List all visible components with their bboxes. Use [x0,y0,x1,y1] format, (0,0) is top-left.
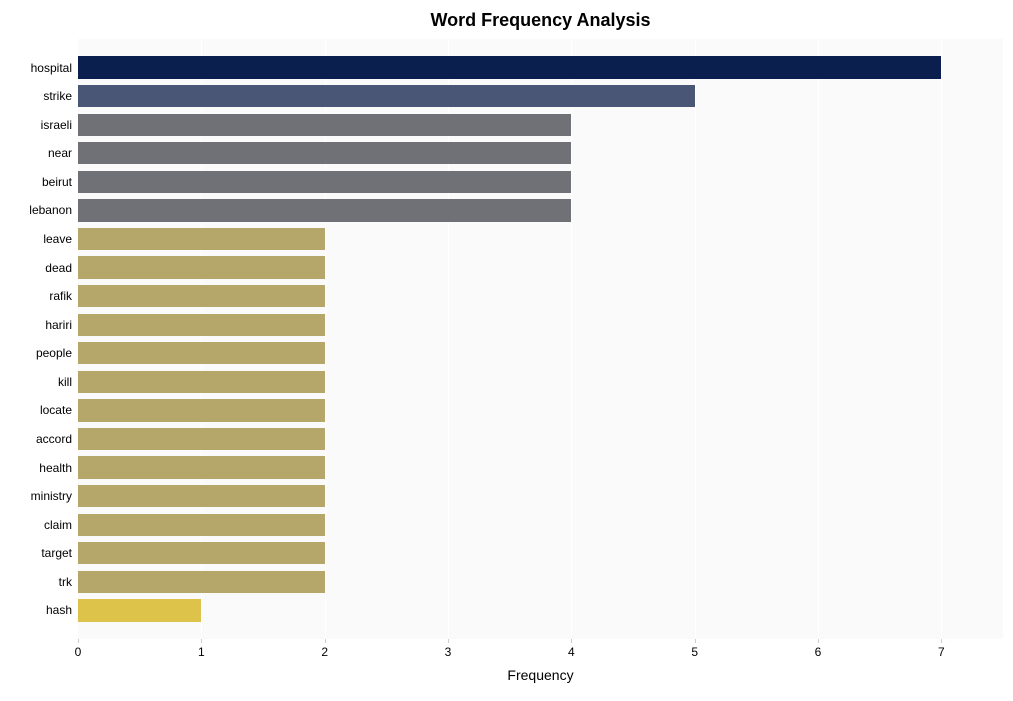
x-axis-tick-mark [78,639,79,643]
chart-title: Word Frequency Analysis [78,10,1003,31]
bar [78,371,325,393]
y-axis-label: leave [43,232,78,246]
bar [78,399,325,421]
y-axis-label: locate [40,403,78,417]
x-axis-tick-mark [695,639,696,643]
bar [78,542,325,564]
gridline [695,39,696,639]
bar [78,571,325,593]
bar [78,256,325,278]
bar [78,456,325,478]
y-axis-label: rafik [49,289,78,303]
bar [78,171,571,193]
x-axis-tick-mark [941,639,942,643]
bar [78,199,571,221]
gridline [818,39,819,639]
plot-area: Frequency hospitalstrikeisraelinearbeiru… [78,39,1003,639]
bar [78,228,325,250]
y-axis-label: people [36,346,78,360]
y-axis-label: health [39,461,78,475]
y-axis-label: dead [45,261,78,275]
bar [78,485,325,507]
y-axis-label: strike [43,89,78,103]
bar [78,342,325,364]
bar [78,114,571,136]
y-axis-label: israeli [41,118,78,132]
x-axis-tick-mark [571,639,572,643]
chart-container: Word Frequency Analysis Frequency hospit… [0,0,1013,701]
y-axis-label: trk [59,575,78,589]
y-axis-label: hospital [31,61,78,75]
y-axis-label: target [41,546,78,560]
y-axis-label: accord [36,432,78,446]
bar [78,599,201,621]
y-axis-label: hariri [45,318,78,332]
gridline [941,39,942,639]
y-axis-label: beirut [42,175,78,189]
bar [78,428,325,450]
x-axis-tick-mark [201,639,202,643]
x-axis-tick-mark [818,639,819,643]
bar [78,85,695,107]
bar [78,514,325,536]
x-axis-tick-mark [448,639,449,643]
bar [78,142,571,164]
y-axis-label: lebanon [29,203,78,217]
bar [78,314,325,336]
y-axis-label: hash [46,603,78,617]
bar [78,285,325,307]
bar [78,56,941,78]
y-axis-label: ministry [31,489,78,503]
x-axis-tick-mark [325,639,326,643]
y-axis-label: claim [44,518,78,532]
gridline [571,39,572,639]
x-axis-label: Frequency [507,639,573,683]
y-axis-label: near [48,146,78,160]
y-axis-label: kill [58,375,78,389]
